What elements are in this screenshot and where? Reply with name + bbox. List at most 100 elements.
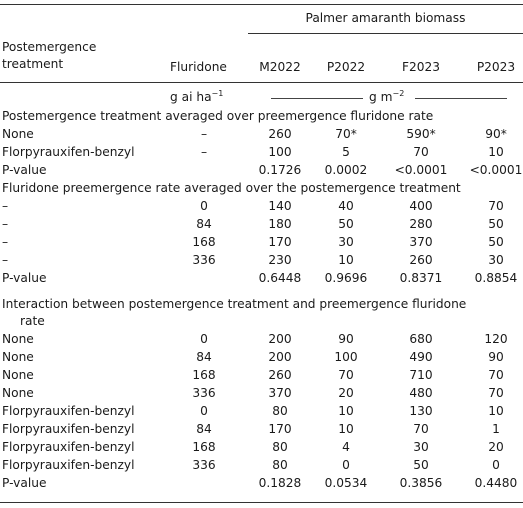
- section-title-interaction-line2: rate: [20, 314, 45, 328]
- cell-treatment: P-value: [2, 476, 47, 490]
- col-header-treatment-line2: treatment: [2, 57, 64, 71]
- cell-p2023: 10: [488, 404, 504, 418]
- cell-m2022: 140: [268, 199, 292, 213]
- cell-m2022: 0.6448: [258, 271, 302, 285]
- cell-treatment: Florpyrauxifen-benzyl: [2, 422, 135, 436]
- cell-fluridone-rate: –: [200, 127, 208, 141]
- cell-p2022: 4: [342, 440, 350, 454]
- cell-fluridone-rate: 0: [200, 199, 208, 213]
- cell-m2022: 370: [268, 386, 292, 400]
- cell-p2023: 0.8854: [474, 271, 518, 285]
- cell-f2023: 710: [409, 368, 433, 382]
- cell-p2023: 120: [484, 332, 508, 346]
- cell-treatment: None: [2, 350, 34, 364]
- cell-p2023: 70: [488, 199, 504, 213]
- cell-p2023: 20: [488, 440, 504, 454]
- cell-m2022: 80: [272, 404, 288, 418]
- cell-p2022: 40: [338, 199, 354, 213]
- cell-treatment: Florpyrauxifen-benzyl: [2, 458, 135, 472]
- unit-rate-text: g ai ha: [170, 90, 212, 104]
- cell-f2023: 0.3856: [399, 476, 443, 490]
- cell-m2022: 100: [268, 145, 292, 159]
- cell-p2023: 50: [488, 217, 504, 231]
- col-header-p2022: P2022: [326, 60, 366, 74]
- cell-treatment: Florpyrauxifen-benzyl: [2, 404, 135, 418]
- cell-m2022: 200: [268, 350, 292, 364]
- section-title-interaction-line1: Interaction between postemergence treatm…: [2, 297, 467, 311]
- cell-treatment: –: [2, 253, 9, 267]
- cell-fluridone-rate: –: [200, 145, 208, 159]
- cell-f2023: 130: [409, 404, 433, 418]
- cell-treatment: –: [2, 199, 9, 213]
- cell-p2023: 90*: [485, 127, 507, 141]
- cell-fluridone-rate: 336: [192, 458, 216, 472]
- cell-treatment: P-value: [2, 163, 47, 177]
- cell-fluridone-rate: 84: [196, 217, 212, 231]
- cell-p2022: 0.0534: [324, 476, 368, 490]
- col-header-treatment-line1: Postemergence: [2, 40, 97, 54]
- cell-m2022: 180: [268, 217, 292, 231]
- cell-f2023: 400: [409, 199, 433, 213]
- col-header-m2022: M2022: [259, 60, 301, 74]
- cell-p2023: 70: [488, 386, 504, 400]
- cell-treatment: –: [2, 235, 9, 249]
- cell-f2023: 70: [413, 422, 429, 436]
- group-title: Palmer amaranth biomass: [305, 11, 466, 25]
- unit-biomass-superscript: −2: [392, 88, 405, 98]
- cell-p2022: 50: [338, 217, 354, 231]
- cell-p2022: 0.0002: [324, 163, 368, 177]
- cell-p2023: <0.0001: [469, 163, 523, 177]
- cell-m2022: 80: [272, 458, 288, 472]
- cell-fluridone-rate: 84: [196, 422, 212, 436]
- cell-f2023: 50: [413, 458, 429, 472]
- cell-fluridone-rate: 336: [192, 253, 216, 267]
- unit-biomass-text: g m: [369, 90, 393, 104]
- cell-treatment: Florpyrauxifen-benzyl: [2, 145, 135, 159]
- unit-biomass: g m−2: [369, 88, 405, 105]
- cell-treatment: –: [2, 217, 9, 231]
- col-header-fluridone: Fluridone: [170, 60, 227, 74]
- cell-p2022: 70*: [335, 127, 357, 141]
- bottom-rule: [0, 502, 523, 503]
- cell-fluridone-rate: 0: [200, 332, 208, 346]
- cell-f2023: <0.0001: [394, 163, 448, 177]
- cell-m2022: 170: [268, 235, 292, 249]
- cell-p2022: 20: [338, 386, 354, 400]
- cell-m2022: 200: [268, 332, 292, 346]
- cell-p2022: 90: [338, 332, 354, 346]
- cell-p2022: 5: [342, 145, 350, 159]
- cell-fluridone-rate: 168: [192, 368, 216, 382]
- unit-rate: g ai ha−1: [170, 89, 223, 105]
- unit-dash-right: [415, 98, 507, 99]
- top-rule: [0, 4, 523, 5]
- cell-f2023: 280: [409, 217, 433, 231]
- cell-p2023: 0.4480: [474, 476, 518, 490]
- cell-f2023: 480: [409, 386, 433, 400]
- cell-p2022: 10: [338, 404, 354, 418]
- cell-p2023: 10: [488, 145, 504, 159]
- cell-treatment: None: [2, 332, 34, 346]
- cell-p2023: 50: [488, 235, 504, 249]
- cell-p2022: 70: [338, 368, 354, 382]
- col-header-p2023: P2023: [476, 60, 516, 74]
- cell-p2023: 30: [488, 253, 504, 267]
- cell-f2023: 490: [409, 350, 433, 364]
- cell-m2022: 80: [272, 440, 288, 454]
- cell-p2023: 1: [492, 422, 500, 436]
- cell-f2023: 260: [409, 253, 433, 267]
- cell-treatment: None: [2, 386, 34, 400]
- cell-p2023: 0: [492, 458, 500, 472]
- cell-p2022: 100: [334, 350, 358, 364]
- cell-m2022: 0.1828: [258, 476, 302, 490]
- cell-f2023: 70: [413, 145, 429, 159]
- cell-m2022: 170: [268, 422, 292, 436]
- cell-fluridone-rate: 168: [192, 440, 216, 454]
- cell-p2022: 30: [338, 235, 354, 249]
- cell-f2023: 0.8371: [399, 271, 443, 285]
- cell-treatment: P-value: [2, 271, 47, 285]
- cell-treatment: None: [2, 127, 34, 141]
- cell-p2023: 70: [488, 368, 504, 382]
- group-header-rule: [248, 33, 523, 34]
- section-title-postemergence: Postemergence treatment averaged over pr…: [2, 109, 434, 123]
- cell-p2022: 0: [342, 458, 350, 472]
